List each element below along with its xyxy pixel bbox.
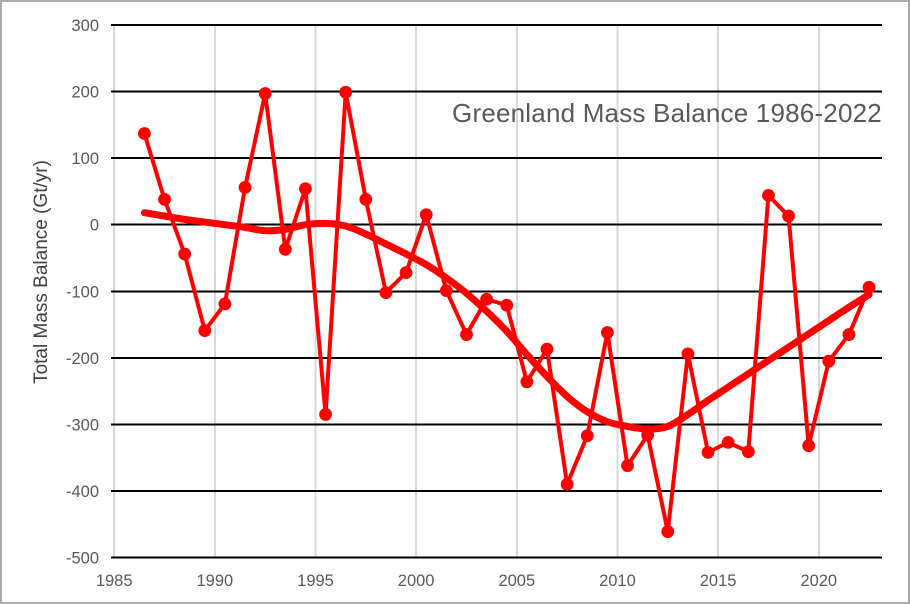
data-point-marker: [802, 439, 816, 453]
y-tick-label: 300: [71, 17, 99, 35]
data-point-marker: [621, 459, 634, 473]
data-point-marker: [278, 242, 292, 256]
data-point-marker: [460, 328, 473, 341]
y-tick-label: -100: [66, 283, 99, 301]
x-tick-label: 1985: [96, 572, 133, 590]
y-tick-label: 0: [90, 217, 99, 235]
y-tick-label: -200: [66, 350, 99, 368]
trend-line: [140, 209, 873, 433]
data-point-marker: [661, 525, 675, 538]
data-point-marker: [842, 328, 856, 341]
y-tick-label: -500: [66, 550, 99, 568]
data-point-marker: [721, 435, 735, 449]
data-point-marker: [741, 445, 755, 459]
data-point-marker: [782, 209, 795, 223]
data-point-marker: [379, 286, 393, 300]
data-point-marker: [762, 189, 775, 202]
x-tick-label: 2000: [398, 572, 435, 590]
y-tick-label: -300: [66, 416, 99, 434]
data-point-marker: [560, 477, 574, 491]
data-point-marker: [600, 326, 614, 339]
y-tick-label: 100: [71, 150, 99, 168]
data-point-marker: [158, 193, 171, 206]
x-tick-label: 2010: [599, 572, 636, 590]
data-point-marker: [178, 247, 192, 261]
y-tick-label: -400: [66, 483, 99, 501]
data-point-marker: [218, 297, 232, 311]
data-point-marker: [822, 354, 836, 368]
x-tick-label: 1990: [196, 572, 233, 590]
data-point-marker: [540, 342, 554, 356]
data-point-marker: [580, 429, 594, 443]
data-point-marker: [319, 408, 332, 421]
data-point-marker: [198, 324, 212, 337]
data-point-marker: [339, 85, 353, 99]
y-axis-title: Total Mass Balance (Gt/yr): [31, 160, 52, 384]
data-point-marker: [419, 208, 433, 222]
data-point-marker: [862, 280, 876, 294]
data-point-marker: [399, 266, 413, 280]
data-point-marker: [701, 445, 715, 459]
data-point-marker: [258, 87, 272, 100]
data-point-marker: [137, 127, 151, 140]
data-point-marker: [238, 181, 252, 194]
y-tick-label: 200: [71, 84, 99, 102]
x-tick-label: 2020: [800, 572, 837, 590]
x-tick-label: 2005: [498, 572, 535, 590]
data-point-marker: [520, 375, 534, 389]
chart-title: Greenland Mass Balance 1986-2022: [452, 98, 882, 128]
data-point-marker: [681, 347, 695, 361]
data-point-marker: [359, 193, 373, 206]
data-point-marker: [500, 298, 514, 312]
x-tick-label: 2015: [700, 572, 737, 590]
data-point-marker: [439, 284, 453, 298]
data-point-marker: [299, 182, 312, 196]
x-tick-label: 1995: [297, 572, 334, 590]
data-point-marker: [480, 292, 494, 306]
